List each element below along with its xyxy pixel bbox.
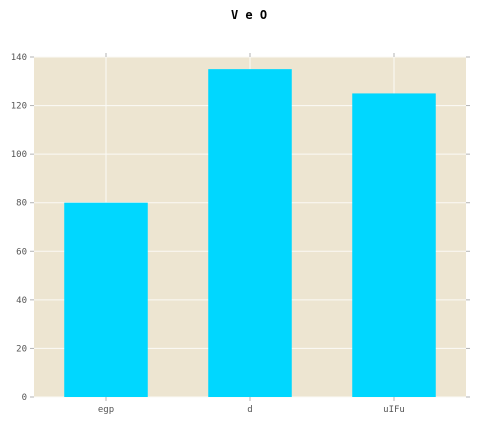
y-tick-label: 40	[16, 296, 27, 306]
y-tick-label: 20	[16, 344, 27, 354]
x-axis-tick-labels: egp d uIFu	[98, 405, 405, 415]
y-tick-label: 80	[16, 199, 27, 209]
y-tick-label: 0	[22, 393, 27, 403]
x-tick-label: egp	[98, 405, 114, 415]
bar	[64, 202, 148, 397]
y-tick-label: 140	[11, 53, 27, 63]
bar	[352, 93, 436, 397]
y-axis-tick-labels: 0 20 40 60 80 100 120 140	[11, 53, 27, 403]
chart-title: V e O	[231, 8, 267, 22]
axis-ticks	[30, 53, 470, 401]
y-tick-label: 120	[11, 102, 27, 112]
x-tick-label: uIFu	[383, 405, 405, 415]
bar	[208, 69, 292, 398]
y-tick-label: 100	[11, 150, 27, 160]
x-tick-label: d	[247, 405, 252, 415]
y-tick-label: 60	[16, 247, 27, 257]
bars	[64, 69, 436, 398]
